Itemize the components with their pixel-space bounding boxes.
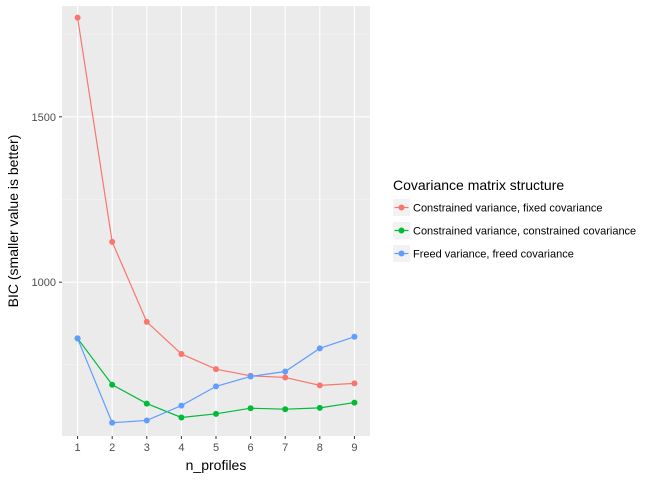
legend-key-point bbox=[398, 204, 405, 211]
series-layer bbox=[74, 14, 358, 426]
x-tick-label: 3 bbox=[144, 442, 150, 454]
data-point bbox=[109, 381, 116, 388]
data-point bbox=[178, 414, 185, 421]
x-tick-label: 4 bbox=[178, 442, 184, 454]
legend-key-point bbox=[398, 227, 405, 234]
x-axis-title: n_profiles bbox=[186, 457, 247, 473]
data-point bbox=[247, 373, 254, 380]
data-point bbox=[316, 404, 323, 411]
data-point bbox=[213, 410, 219, 417]
y-tick-label: 1000 bbox=[32, 277, 56, 289]
data-point bbox=[143, 417, 150, 424]
data-point bbox=[213, 366, 219, 373]
y-axis: 1000 1500 bbox=[32, 112, 62, 289]
data-point bbox=[351, 333, 358, 340]
data-point bbox=[282, 368, 289, 375]
data-point bbox=[109, 419, 116, 426]
data-point bbox=[74, 14, 81, 21]
x-tick-label: 9 bbox=[351, 442, 357, 454]
data-point bbox=[178, 402, 185, 409]
legend-title: Covariance matrix structure bbox=[393, 177, 564, 193]
data-point bbox=[282, 406, 289, 413]
data-point bbox=[213, 383, 219, 390]
legend-label: Freed variance, freed covariance bbox=[413, 249, 574, 261]
y-axis-title: BIC (smaller value is better) bbox=[5, 135, 21, 308]
data-point bbox=[316, 382, 323, 389]
legend-label: Constrained variance, constrained covari… bbox=[413, 226, 636, 238]
data-point bbox=[143, 400, 150, 407]
data-point bbox=[74, 335, 81, 342]
data-point bbox=[178, 350, 185, 357]
data-point bbox=[282, 374, 289, 381]
data-point bbox=[351, 380, 358, 387]
legend-key-point bbox=[398, 250, 405, 257]
x-axis: 1 2 3 4 5 6 7 8 9 bbox=[75, 436, 357, 454]
data-point bbox=[109, 238, 116, 245]
x-tick-label: 5 bbox=[213, 442, 219, 454]
x-tick-label: 7 bbox=[282, 442, 288, 454]
x-tick-label: 1 bbox=[75, 442, 81, 454]
legend: Covariance matrix structure Constrained … bbox=[393, 177, 636, 262]
x-tick-label: 6 bbox=[248, 442, 254, 454]
x-tick-label: 2 bbox=[109, 442, 115, 454]
data-point bbox=[316, 345, 323, 352]
grid-major bbox=[62, 6, 370, 436]
data-point bbox=[351, 399, 358, 406]
x-tick-label: 8 bbox=[317, 442, 323, 454]
data-point bbox=[143, 318, 150, 325]
data-point bbox=[247, 405, 254, 412]
legend-label: Constrained variance, fixed covariance bbox=[413, 203, 603, 215]
y-tick-label: 1500 bbox=[32, 112, 56, 124]
